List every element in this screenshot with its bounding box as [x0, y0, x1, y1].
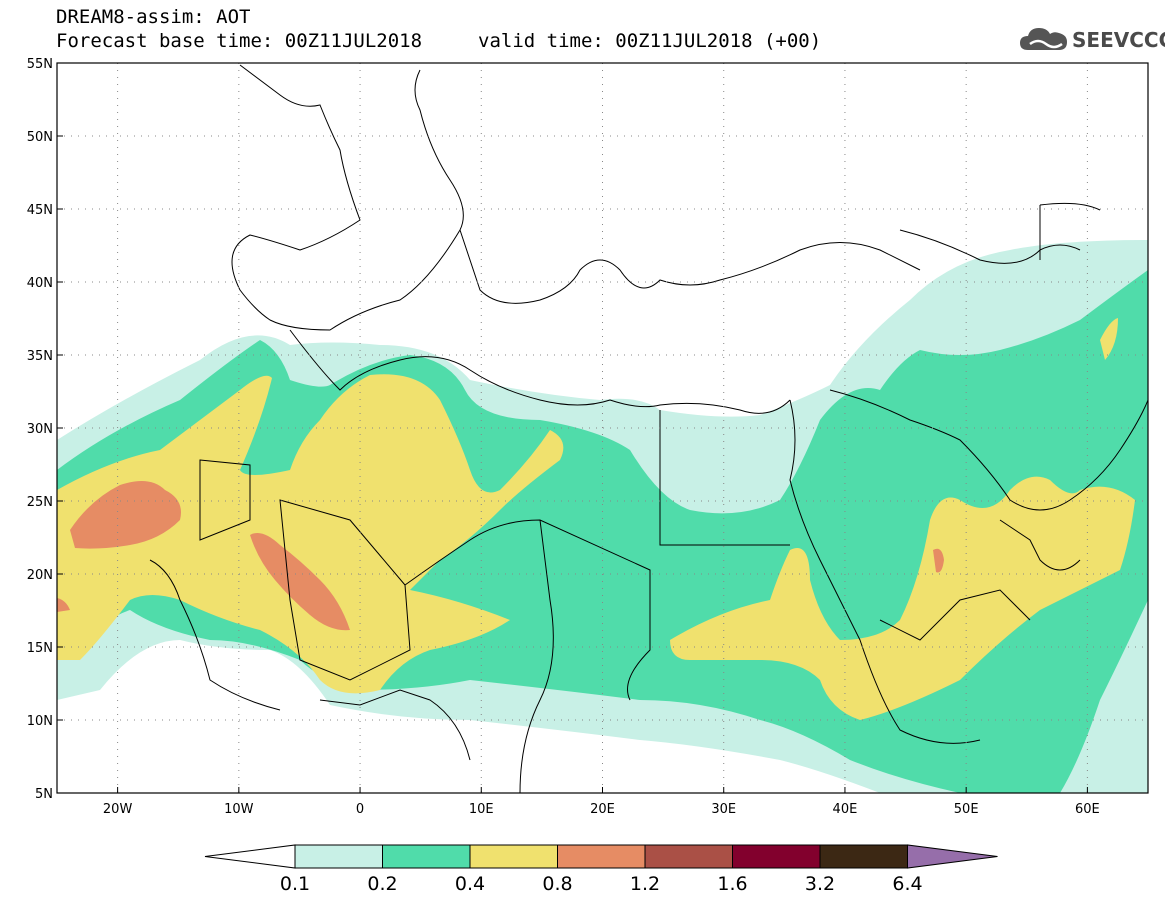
colorbar-segment — [557, 844, 646, 869]
colorbar-label: 0.8 — [542, 873, 572, 895]
colorbar-label: 1.6 — [717, 873, 747, 895]
lat-tick-label: 55N — [27, 57, 53, 72]
aot-contour-0.8-a — [70, 481, 181, 549]
lon-tick-label: 60E — [1075, 802, 1100, 817]
longitude-axis: 20W 10W 0 10E 20E 30E 40E 50E 60E — [103, 787, 1100, 817]
aot-fields — [57, 240, 1148, 793]
aot-contour-0.4 — [57, 374, 564, 694]
colorbar-segment — [469, 844, 558, 869]
colorbar-over-arrow — [907, 844, 998, 869]
lon-tick-label: 40E — [833, 802, 858, 817]
colorbar-label: 6.4 — [892, 873, 922, 895]
lon-tick-label: 20E — [590, 802, 615, 817]
colorbar-segment — [819, 844, 908, 869]
lat-tick-label: 15N — [27, 641, 53, 656]
model-title: DREAM8-assim: AOT — [56, 6, 251, 28]
colorbar-segment — [382, 844, 471, 869]
lon-tick-label: 10E — [469, 802, 494, 817]
lat-tick-label: 50N — [27, 130, 53, 145]
colorbar-label: 0.1 — [280, 873, 310, 895]
lon-tick-label: 20W — [103, 802, 133, 817]
lat-tick-label: 35N — [27, 349, 53, 364]
colorbar-segment — [644, 844, 733, 869]
logo-text: SEEVCCC — [1072, 28, 1165, 52]
colorbar-label: 1.2 — [630, 873, 660, 895]
aot-contour-0.8-c — [933, 548, 944, 573]
latitude-axis: 55N 50N 45N 40N 35N 30N 25N 20N 15N 10N 5N — [27, 57, 63, 802]
country-borders — [149, 64, 1148, 793]
colorbar-label: 3.2 — [805, 873, 835, 895]
aot-contour-0.8-d — [57, 598, 70, 612]
colorbar-segment — [732, 844, 821, 869]
lon-tick-label: 30E — [711, 802, 736, 817]
colorbar-label: 0.2 — [367, 873, 397, 895]
cloud-icon — [1020, 28, 1067, 50]
lat-tick-label: 10N — [27, 714, 53, 729]
aot-contour-0.4-iran — [1100, 318, 1118, 360]
graticule — [57, 62, 1148, 794]
aot-contour-0.4-east — [670, 476, 1135, 720]
aot-contour-0.8-b — [250, 532, 350, 631]
lat-tick-label: 5N — [35, 787, 53, 802]
lat-tick-label: 25N — [27, 495, 53, 510]
lon-tick-label: 0 — [356, 802, 364, 817]
colorbar-under-arrow — [204, 844, 296, 869]
lon-tick-label: 10W — [224, 802, 254, 817]
colorbar: 0.1 0.2 0.4 0.8 1.2 1.6 3.2 6.4 — [204, 844, 998, 895]
lat-tick-label: 20N — [27, 568, 53, 583]
colorbar-label: 0.4 — [455, 873, 485, 895]
seevccc-logo: SEEVCCC — [1018, 24, 1165, 58]
lat-tick-label: 30N — [27, 422, 53, 437]
base-time-label: Forecast base time: 00Z11JUL2018 — [56, 30, 423, 52]
lat-tick-label: 45N — [27, 203, 53, 218]
valid-time-label: valid time: 00Z11JUL2018 (+00) — [478, 30, 822, 52]
lat-tick-label: 40N — [27, 276, 53, 291]
lon-tick-label: 50E — [954, 802, 979, 817]
colorbar-segment — [294, 844, 383, 869]
